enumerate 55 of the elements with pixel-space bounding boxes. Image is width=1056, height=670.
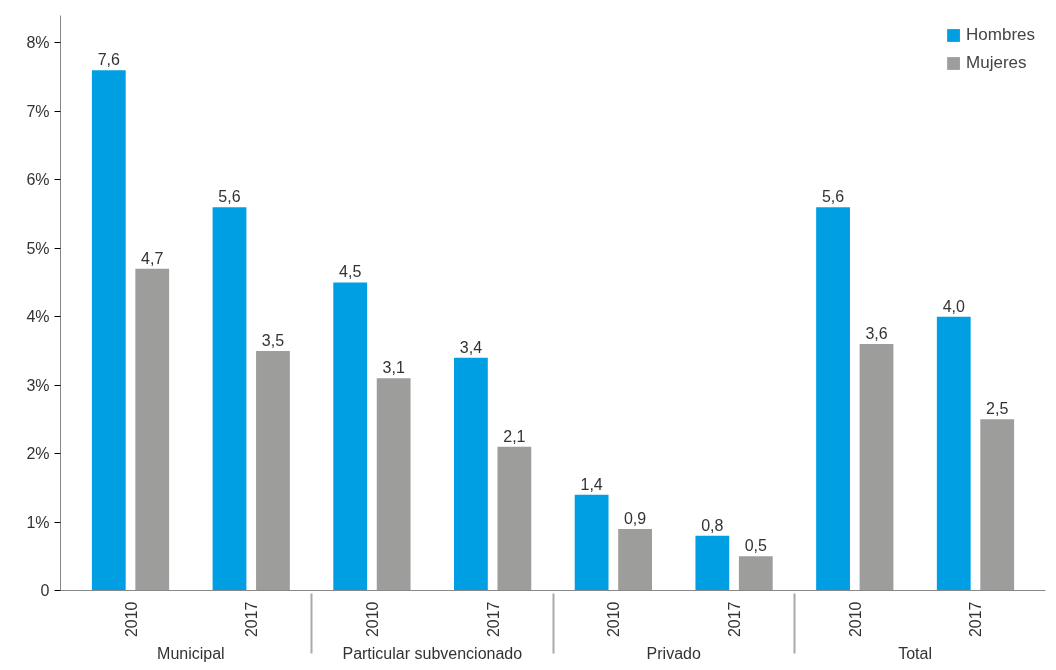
x-tick-label: 2017 <box>967 601 985 638</box>
bar <box>574 494 609 591</box>
bar <box>376 378 411 591</box>
bar <box>333 282 368 591</box>
data-label: 4,0 <box>942 297 965 315</box>
y-tick-label: 1% <box>26 513 50 531</box>
x-tick-label: 2017 <box>726 601 744 638</box>
data-label: 5,6 <box>821 188 845 206</box>
data-label: 3,4 <box>459 338 483 356</box>
bar <box>497 446 532 591</box>
bar <box>91 70 126 591</box>
x-tick-label: 2010 <box>846 601 864 638</box>
data-label: 2,1 <box>503 427 526 445</box>
bar <box>695 535 730 591</box>
y-tick-label: 5% <box>26 239 50 257</box>
data-label: 1,4 <box>580 475 603 493</box>
text: Municipal <box>157 645 225 663</box>
y-tick-label: 7% <box>26 102 50 120</box>
x-tick-label: 2017 <box>484 601 502 638</box>
data-label: 5,6 <box>218 188 241 206</box>
data-label: 0,5 <box>744 537 768 555</box>
legend-label: Hombres <box>966 25 1035 45</box>
y-tick-label: 2% <box>26 445 50 463</box>
bar <box>936 316 971 591</box>
data-label: 0,9 <box>623 509 647 527</box>
bar <box>135 268 170 591</box>
bar <box>738 556 773 591</box>
y-tick-label: 8% <box>26 34 50 52</box>
data-label: 2,5 <box>986 400 1009 418</box>
x-tick-label: 2010 <box>122 601 140 638</box>
bar <box>256 350 290 591</box>
x-tick-label: 2010 <box>363 601 381 638</box>
legend-label: Mujeres <box>966 53 1027 73</box>
bar <box>980 419 1015 591</box>
y-tick-label: 6% <box>26 171 50 189</box>
data-label: 3,1 <box>382 359 405 377</box>
data-label: 3,6 <box>865 325 888 343</box>
x-tick-label: 2010 <box>605 601 623 638</box>
bar <box>212 207 247 591</box>
text: Total <box>898 645 933 663</box>
data-label: 4,7 <box>141 249 164 267</box>
text: Privado <box>646 645 701 663</box>
data-label: 7,6 <box>97 51 121 69</box>
bar <box>454 357 488 591</box>
x-tick-label: 2017 <box>243 601 261 638</box>
y-tick-label: 3% <box>26 376 50 394</box>
y-tick-label: 0 <box>40 582 50 599</box>
text: Particular subvencionado <box>342 645 523 663</box>
data-label: 0,8 <box>701 516 724 534</box>
bar <box>816 207 850 591</box>
y-tick-label: 4% <box>26 308 50 326</box>
data-label: 3,5 <box>261 331 285 349</box>
bar <box>859 344 894 591</box>
data-label: 4,5 <box>339 263 362 281</box>
bar <box>618 528 652 591</box>
